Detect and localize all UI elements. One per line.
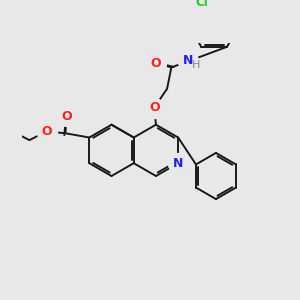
Text: N: N (173, 157, 183, 170)
Text: N: N (183, 54, 194, 67)
Text: H: H (192, 60, 200, 70)
Text: O: O (41, 125, 52, 138)
Text: O: O (151, 57, 161, 70)
Text: O: O (149, 101, 160, 114)
Text: O: O (62, 110, 72, 123)
Text: Cl: Cl (195, 0, 208, 9)
